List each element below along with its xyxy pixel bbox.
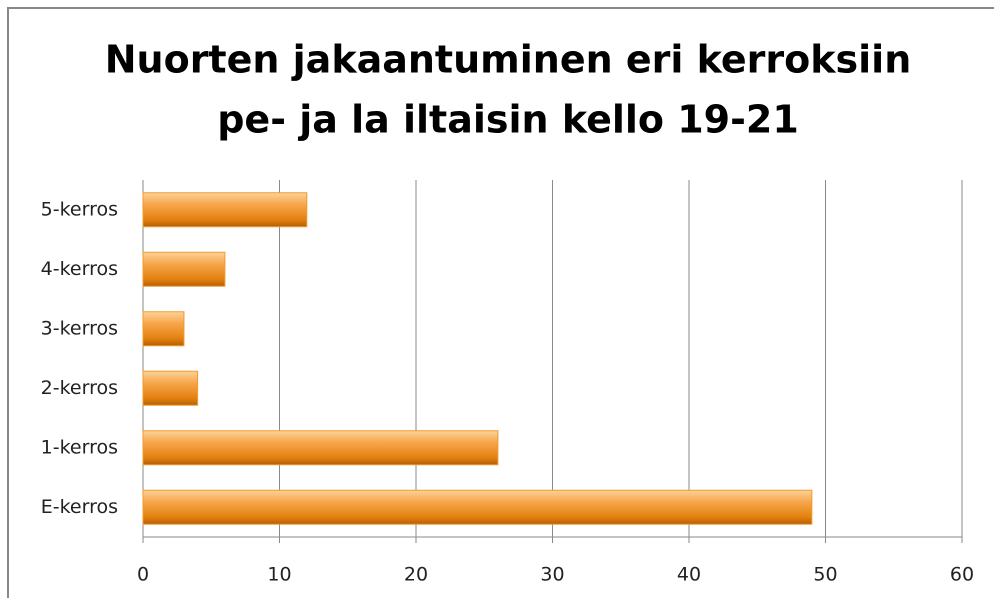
x-tick-label: 10 [267,564,291,586]
bar [142,311,185,347]
bar [142,489,813,525]
x-tick-label: 40 [677,564,701,586]
chart-title: Nuorten jakaantuminen eri kerroksiin [105,38,912,82]
chart-title: pe- ja la iltaisin kello 19-21 [217,98,799,142]
y-tick-label: 1-kerros [41,436,118,458]
x-tick-label: 30 [540,564,564,586]
bar [142,430,499,466]
y-tick-label: 3-kerros [41,317,118,339]
x-tick-label: 60 [950,564,974,586]
y-tick-label: 5-kerros [41,198,118,220]
bar [142,370,199,406]
x-tick-label: 50 [813,564,837,586]
x-tick-label: 20 [404,564,428,586]
y-tick-label: 2-kerros [41,377,118,399]
bar [142,192,308,228]
y-tick-label: E-kerros [41,496,118,518]
y-tick-label: 4-kerros [41,258,118,280]
x-tick-label: 0 [137,564,149,586]
bar [142,251,226,287]
